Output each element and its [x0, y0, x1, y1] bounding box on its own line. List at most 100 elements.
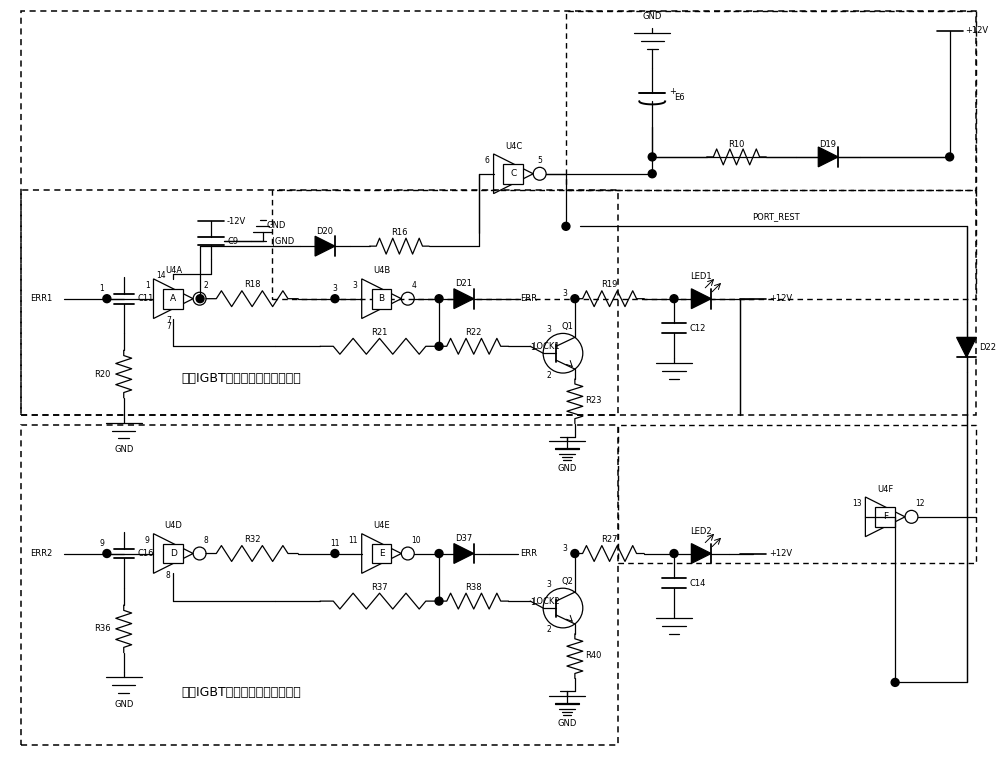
Text: C9: C9 [228, 236, 239, 245]
Text: +12V: +12V [966, 27, 989, 36]
Text: LOCK2: LOCK2 [532, 597, 560, 606]
Text: 9: 9 [99, 539, 104, 548]
Text: D: D [170, 549, 177, 558]
Text: E6: E6 [674, 93, 685, 102]
Text: 11: 11 [348, 536, 358, 545]
Bar [21, 425, 618, 745]
Circle shape [670, 549, 678, 558]
Text: 3: 3 [332, 284, 337, 293]
Text: 9: 9 [145, 536, 150, 545]
Text: R37: R37 [371, 583, 388, 592]
Text: 10: 10 [411, 536, 421, 545]
Text: 6: 6 [485, 157, 490, 166]
Text: PORT_REST: PORT_REST [752, 212, 800, 221]
Text: R36: R36 [94, 625, 111, 633]
Text: U4D: U4D [164, 521, 182, 530]
Circle shape [435, 295, 443, 302]
Circle shape [103, 549, 111, 558]
Polygon shape [454, 289, 474, 309]
Text: 7: 7 [166, 322, 171, 331]
Text: D37: D37 [455, 534, 472, 543]
Text: GND: GND [557, 464, 577, 473]
Text: 第二IGBT过流自保持及指示模块: 第二IGBT过流自保持及指示模块 [181, 686, 301, 699]
Text: 7: 7 [166, 316, 171, 325]
Circle shape [648, 153, 656, 161]
Text: 3: 3 [546, 580, 551, 589]
Text: 11: 11 [330, 539, 340, 548]
Polygon shape [818, 147, 838, 167]
Text: GND: GND [114, 445, 133, 454]
Text: C: C [510, 169, 517, 179]
Circle shape [946, 153, 954, 161]
Circle shape [648, 169, 656, 178]
Text: R16: R16 [391, 228, 408, 237]
Text: 8: 8 [203, 536, 208, 545]
Text: Q2: Q2 [562, 577, 574, 586]
Circle shape [435, 342, 443, 350]
Text: 5: 5 [537, 157, 542, 166]
Text: C11: C11 [138, 294, 154, 303]
Text: R32: R32 [244, 535, 260, 544]
Text: 2: 2 [546, 371, 551, 379]
FancyBboxPatch shape [163, 543, 183, 563]
Text: R40: R40 [585, 651, 601, 660]
Bar [566, 11, 976, 190]
Text: +12V: +12V [769, 294, 792, 303]
Circle shape [331, 549, 339, 558]
Polygon shape [957, 337, 976, 357]
Text: C14: C14 [690, 579, 706, 587]
Circle shape [562, 223, 570, 230]
Text: R21: R21 [371, 328, 388, 337]
FancyBboxPatch shape [503, 164, 523, 184]
Text: 3: 3 [546, 325, 551, 334]
FancyBboxPatch shape [372, 289, 391, 309]
Text: -12V: -12V [227, 217, 246, 226]
Text: 第一IGBT过流自保持及指示模块: 第一IGBT过流自保持及指示模块 [181, 372, 301, 385]
Text: 12: 12 [915, 499, 924, 508]
Text: R19: R19 [601, 280, 618, 290]
Text: 1: 1 [530, 597, 535, 606]
Text: GND: GND [267, 221, 286, 230]
Text: +12V: +12V [769, 549, 792, 558]
Text: F: F [883, 512, 888, 521]
Text: LED1: LED1 [690, 272, 712, 281]
Circle shape [435, 549, 443, 558]
Text: GND: GND [114, 700, 133, 709]
Circle shape [435, 597, 443, 605]
Text: D20: D20 [317, 226, 334, 236]
Text: LOCK1: LOCK1 [532, 342, 560, 351]
Text: |GND: |GND [272, 236, 295, 245]
Text: 13: 13 [852, 499, 861, 508]
Text: R22: R22 [466, 328, 482, 337]
Text: 3: 3 [562, 544, 567, 553]
Bar [21, 190, 618, 415]
FancyBboxPatch shape [163, 289, 183, 309]
Bar [21, 11, 976, 415]
Text: 4: 4 [411, 281, 416, 290]
Text: U4A: U4A [165, 267, 182, 275]
Polygon shape [454, 543, 474, 563]
Text: 3: 3 [562, 290, 567, 298]
Text: R18: R18 [244, 280, 260, 290]
FancyBboxPatch shape [875, 507, 895, 527]
Text: ERR: ERR [520, 549, 537, 558]
Circle shape [891, 679, 899, 686]
Text: 2: 2 [546, 625, 551, 635]
Text: +: + [669, 87, 676, 96]
Text: 1: 1 [530, 343, 535, 352]
Circle shape [196, 295, 204, 302]
Text: Q1: Q1 [562, 322, 574, 331]
Bar [272, 190, 976, 299]
Text: C16: C16 [138, 549, 154, 558]
Text: 14: 14 [156, 271, 165, 280]
Text: R10: R10 [728, 140, 745, 148]
Text: 1: 1 [145, 281, 150, 290]
Text: D21: D21 [455, 280, 472, 288]
Text: ERR2: ERR2 [31, 549, 53, 558]
Text: E: E [379, 549, 384, 558]
Text: U4E: U4E [373, 521, 390, 530]
Text: C12: C12 [690, 324, 706, 333]
Text: ERR1: ERR1 [31, 294, 53, 303]
Text: 2: 2 [203, 281, 208, 290]
FancyBboxPatch shape [372, 543, 391, 563]
